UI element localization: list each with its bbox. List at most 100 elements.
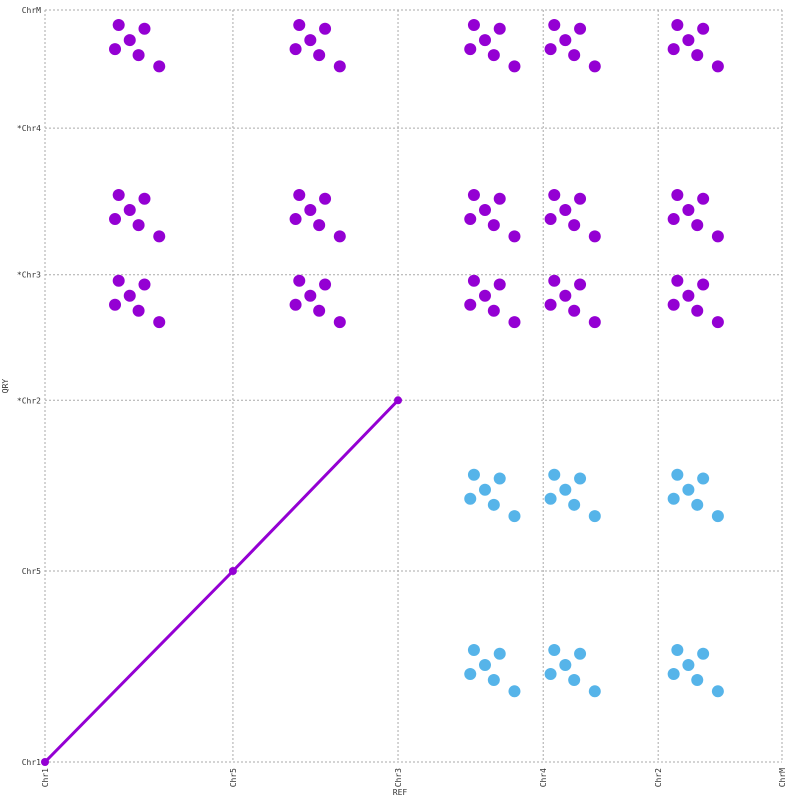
point [697,192,710,205]
point [478,658,491,671]
point [568,304,581,317]
point [667,298,680,311]
x-axis-label: REF [393,788,408,797]
point [467,188,480,201]
point [711,230,724,243]
point [467,468,480,481]
point [697,22,710,35]
y-tick-label: *Chr4 [17,124,41,133]
y-tick-label: Chr1 [22,758,41,767]
point [493,647,506,660]
point [464,668,477,681]
x-tick-label: Chr5 [229,768,238,787]
point [478,289,491,302]
point [487,674,500,687]
point [289,298,302,311]
point [112,274,125,287]
point [123,204,136,217]
point [544,492,557,505]
alignment-vertex [228,566,237,575]
point [548,274,561,287]
point [671,274,684,287]
point [478,483,491,496]
y-tick-label: ChrM [22,6,41,15]
point [559,34,572,47]
point [464,213,477,226]
point [667,492,680,505]
point [588,685,601,698]
point [467,274,480,287]
point [682,34,695,47]
point [711,510,724,523]
point [671,643,684,656]
y-tick-label: *Chr3 [17,271,41,280]
point [548,468,561,481]
x-tick-label: Chr4 [539,768,548,787]
y-tick-label: *Chr2 [17,396,41,405]
point [319,278,332,291]
alignment-vertex [41,758,49,766]
point [548,643,561,656]
point [493,472,506,485]
point [508,316,521,329]
point [682,289,695,302]
point [682,204,695,217]
point [508,230,521,243]
point [123,289,136,302]
point [109,43,122,56]
point [559,658,572,671]
point [478,204,491,217]
x-tick-label: Chr2 [654,768,663,787]
point [123,34,136,47]
point [289,43,302,56]
point [568,49,581,62]
point [304,34,317,47]
point [711,685,724,698]
point [464,492,477,505]
point [333,230,346,243]
point [313,219,326,232]
point [682,483,695,496]
point [487,219,500,232]
point [574,278,587,291]
y-tick-label: Chr5 [22,567,41,576]
point [682,658,695,671]
point [691,674,704,687]
point [109,213,122,226]
point [559,483,572,496]
point [313,304,326,317]
point [574,22,587,35]
point [667,668,680,681]
point [671,188,684,201]
point [559,204,572,217]
point [319,192,332,205]
point [711,316,724,329]
point [588,316,601,329]
point [487,49,500,62]
point [588,230,601,243]
point [493,192,506,205]
point [464,298,477,311]
point [138,278,151,291]
point [574,192,587,205]
point [112,19,125,32]
point [132,219,145,232]
point [289,213,302,226]
point [691,49,704,62]
point [691,304,704,317]
point [493,22,506,35]
point [544,668,557,681]
point [691,219,704,232]
point [544,298,557,311]
point [508,510,521,523]
point [508,685,521,698]
point [293,274,306,287]
point [313,49,326,62]
point [671,19,684,32]
point [544,43,557,56]
point [153,60,166,73]
point [132,49,145,62]
point [464,43,477,56]
point [667,213,680,226]
